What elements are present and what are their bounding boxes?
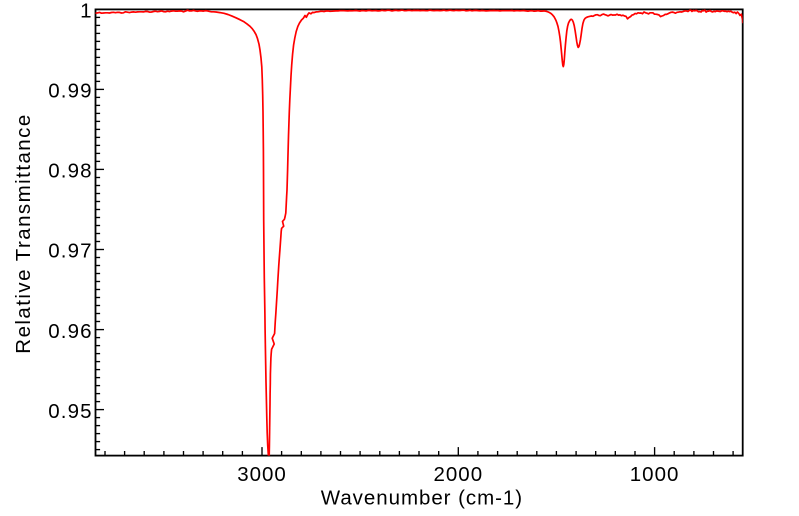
svg-text:0.96: 0.96 — [48, 320, 92, 343]
svg-text:1: 1 — [80, 0, 93, 23]
svg-text:0.97: 0.97 — [48, 240, 92, 263]
svg-text:0.99: 0.99 — [48, 80, 92, 103]
svg-text:Wavenumber (cm-1): Wavenumber (cm-1) — [321, 487, 523, 510]
svg-text:1000: 1000 — [630, 463, 680, 486]
svg-text:Relative Transmittance: Relative Transmittance — [12, 113, 35, 353]
svg-text:2000: 2000 — [433, 463, 483, 486]
svg-text:0.95: 0.95 — [48, 400, 92, 423]
svg-text:3000: 3000 — [237, 463, 287, 486]
svg-text:0.98: 0.98 — [48, 160, 92, 183]
